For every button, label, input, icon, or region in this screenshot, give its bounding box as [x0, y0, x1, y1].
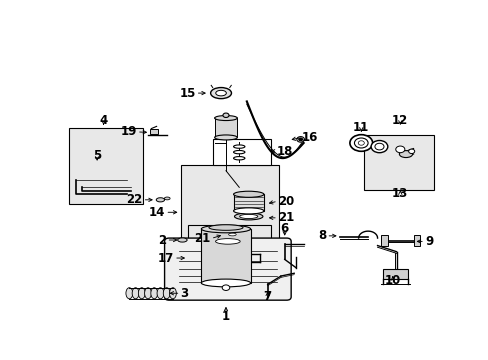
Ellipse shape: [233, 157, 244, 160]
Text: 9: 9: [424, 235, 432, 248]
Ellipse shape: [215, 90, 226, 96]
Bar: [214, 118, 237, 138]
Text: 21: 21: [277, 211, 294, 224]
Text: 1: 1: [222, 310, 229, 323]
Ellipse shape: [225, 232, 239, 237]
Text: 19: 19: [121, 125, 137, 138]
Ellipse shape: [239, 214, 257, 219]
Ellipse shape: [215, 239, 240, 244]
Bar: [212, 139, 271, 165]
Text: 21: 21: [194, 232, 210, 245]
Ellipse shape: [164, 197, 170, 200]
Ellipse shape: [209, 237, 245, 246]
Text: 6: 6: [280, 222, 288, 235]
FancyBboxPatch shape: [164, 238, 290, 300]
Text: 5: 5: [93, 149, 101, 162]
Text: 2: 2: [158, 234, 166, 247]
Text: 10: 10: [384, 274, 400, 287]
Text: 4: 4: [99, 114, 107, 127]
Text: 7: 7: [263, 290, 271, 303]
Bar: [381, 235, 387, 246]
Ellipse shape: [126, 288, 132, 299]
Ellipse shape: [233, 208, 264, 214]
Ellipse shape: [144, 288, 151, 299]
Text: 22: 22: [126, 193, 142, 206]
Ellipse shape: [233, 191, 264, 197]
Bar: [364, 135, 433, 190]
Ellipse shape: [132, 288, 139, 299]
Circle shape: [354, 138, 367, 148]
Text: 16: 16: [301, 131, 318, 144]
Ellipse shape: [201, 225, 250, 233]
Circle shape: [395, 146, 404, 153]
Text: 12: 12: [391, 114, 407, 127]
Ellipse shape: [399, 150, 412, 158]
Ellipse shape: [163, 288, 170, 299]
Ellipse shape: [212, 260, 243, 270]
Circle shape: [374, 143, 383, 150]
Ellipse shape: [234, 213, 263, 220]
Ellipse shape: [169, 288, 176, 299]
Circle shape: [358, 141, 364, 145]
Text: 13: 13: [391, 187, 407, 200]
Circle shape: [222, 285, 229, 291]
Ellipse shape: [228, 233, 236, 236]
Text: 18: 18: [277, 145, 293, 158]
Bar: [150, 129, 158, 134]
Circle shape: [408, 149, 414, 153]
Bar: [383, 269, 407, 279]
Ellipse shape: [208, 225, 243, 230]
Bar: [233, 194, 264, 211]
Ellipse shape: [156, 198, 164, 202]
Text: 14: 14: [149, 206, 165, 219]
Ellipse shape: [214, 135, 237, 140]
Ellipse shape: [233, 145, 244, 148]
Text: 15: 15: [179, 87, 195, 100]
Ellipse shape: [201, 279, 250, 287]
Circle shape: [298, 138, 302, 141]
Ellipse shape: [138, 288, 145, 299]
Circle shape: [349, 135, 372, 151]
Bar: [201, 229, 250, 283]
Bar: [180, 165, 279, 293]
Ellipse shape: [150, 288, 157, 299]
Text: 20: 20: [277, 195, 294, 208]
Text: 8: 8: [318, 229, 326, 242]
Text: 11: 11: [352, 121, 368, 134]
Ellipse shape: [210, 87, 231, 99]
Circle shape: [296, 136, 304, 142]
Ellipse shape: [214, 116, 237, 121]
Bar: [413, 235, 420, 246]
Ellipse shape: [157, 288, 163, 299]
Text: 3: 3: [180, 287, 188, 300]
Bar: [68, 128, 142, 204]
Circle shape: [370, 140, 387, 153]
Bar: [188, 225, 271, 293]
Ellipse shape: [233, 150, 244, 154]
Text: 17: 17: [158, 252, 174, 265]
Ellipse shape: [210, 272, 244, 283]
Circle shape: [223, 113, 228, 117]
Ellipse shape: [177, 238, 187, 242]
